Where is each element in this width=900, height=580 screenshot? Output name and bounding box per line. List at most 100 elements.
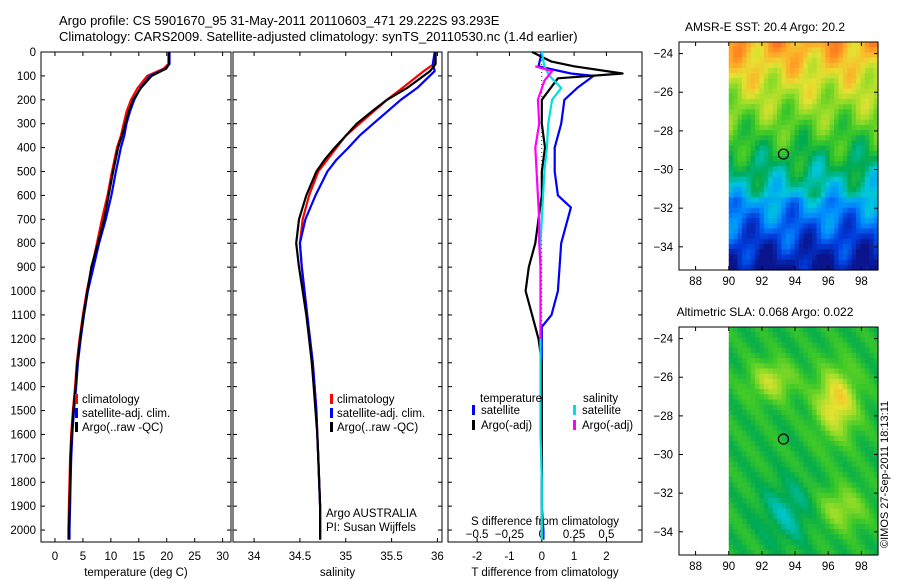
heatmap-cell [794, 549, 800, 556]
heatmap-cell [798, 523, 804, 530]
heatmap-cell [869, 430, 875, 437]
heatmap-cell [860, 373, 866, 380]
heatmap-cell [851, 171, 857, 178]
heatmap-cell [803, 394, 809, 401]
heatmap-cell [873, 394, 879, 401]
heatmap-cell [825, 62, 831, 69]
heatmap-cell [768, 472, 774, 478]
heatmap-cell [728, 130, 734, 136]
heatmap-cell [763, 78, 769, 85]
heatmap-cell [794, 171, 800, 178]
heatmap-cell [785, 430, 791, 437]
heatmap-cell [842, 539, 848, 546]
heatmap-cell [864, 228, 870, 235]
heatmap-cell [812, 523, 818, 530]
heatmap-cell [834, 487, 840, 494]
heatmap-cell [873, 477, 879, 484]
heatmap-cell [851, 409, 857, 416]
heatmap-cell [737, 176, 743, 183]
heatmap-cell [825, 47, 831, 53]
heatmap-cell [864, 244, 870, 250]
heatmap-cell [816, 523, 822, 530]
heatmap-cell [755, 477, 761, 484]
heatmap-cell [842, 213, 848, 219]
heatmap-cell [794, 342, 800, 349]
heatmap-cell [733, 140, 739, 147]
heatmap-cell [768, 62, 774, 69]
heatmap-cell [820, 529, 826, 535]
heatmap-cell [755, 83, 761, 90]
heatmap-cell [785, 171, 791, 178]
heatmap-cell [834, 415, 840, 421]
heatmap-cell [851, 435, 857, 442]
heatmap-cell [794, 477, 800, 484]
heatmap-cell [777, 482, 783, 489]
heatmap-cell [825, 420, 831, 427]
heatmap-cell [820, 466, 826, 473]
heatmap-cell [851, 88, 857, 95]
heatmap-cell [829, 176, 835, 183]
heatmap-cell [728, 384, 734, 390]
heatmap-cell [781, 358, 787, 364]
map-frame [678, 326, 879, 556]
heatmap-cell [785, 399, 791, 406]
heatmap-cell [763, 114, 769, 121]
heatmap-cell [860, 498, 866, 504]
heatmap-cell [746, 181, 752, 188]
heatmap-cell [851, 394, 857, 401]
heatmap-cell [873, 389, 879, 395]
heatmap-cell [741, 223, 747, 230]
heatmap-cell [847, 539, 853, 546]
heatmap-cell [860, 332, 866, 338]
heatmap-cell [772, 73, 778, 79]
heatmap-cell [847, 119, 853, 126]
heatmap-cell [856, 233, 862, 240]
heatmap-cell [851, 513, 857, 520]
heatmap-cell [781, 176, 787, 183]
heatmap-cell [856, 430, 862, 437]
heatmap-cell [812, 415, 818, 421]
heatmap-cell [772, 78, 778, 85]
heatmap-cell [834, 130, 840, 136]
legend-label: satellite-adj. clim. [337, 408, 425, 420]
heatmap-cell [869, 104, 875, 110]
heatmap-cell [777, 544, 783, 551]
heatmap-cell [772, 332, 778, 338]
heatmap-cell [798, 73, 804, 79]
heatmap-cell [733, 363, 739, 370]
heatmap-cell [803, 202, 809, 209]
heatmap-cell [772, 539, 778, 546]
heatmap-cell [777, 228, 783, 235]
heatmap-cell [759, 384, 765, 390]
heatmap-cell [847, 513, 853, 520]
map-y-tick-label: −32 [653, 488, 673, 500]
heatmap-cell [798, 223, 804, 230]
legend-label: satellite [481, 405, 520, 417]
heatmap-cell [847, 425, 853, 432]
heatmap-cell [737, 150, 743, 157]
map-x-tick-label: 96 [822, 561, 835, 573]
x-tick-label: -1 [504, 551, 514, 563]
heatmap-cell [746, 430, 752, 437]
heatmap-cell [838, 409, 844, 416]
heatmap-cell [763, 518, 769, 525]
heatmap-cell [860, 73, 866, 79]
heatmap-cell [785, 352, 791, 359]
heatmap-cell [772, 430, 778, 437]
heatmap-cell [785, 446, 791, 452]
heatmap-cell [825, 124, 831, 131]
heatmap-cell [777, 73, 783, 79]
heatmap-cell [816, 487, 822, 494]
heatmap-cell [728, 451, 734, 458]
heatmap-cell [750, 176, 756, 183]
heatmap-cell [737, 337, 743, 344]
heatmap-cell [759, 93, 765, 100]
heatmap-cell [790, 181, 796, 188]
heatmap-cell [755, 451, 761, 458]
heatmap-cell [873, 420, 879, 427]
heatmap-cell [737, 503, 743, 509]
heatmap-cell [763, 42, 769, 48]
heatmap-cell [812, 109, 818, 116]
heatmap-cell [763, 223, 769, 230]
heatmap-cell [768, 337, 774, 344]
